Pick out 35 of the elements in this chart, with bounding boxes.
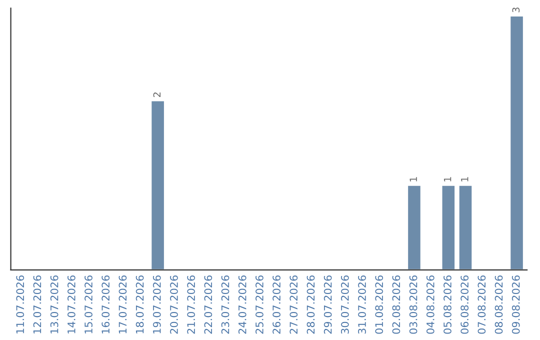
x-tick-label: 02.08.2026 <box>392 275 400 334</box>
x-tick-label: 12.07.2026 <box>33 275 42 334</box>
x-tick-label: 30.07.2026 <box>340 275 349 334</box>
x-tick-label: 31.07.2026 <box>358 275 366 334</box>
x-tick-label: 22.07.2026 <box>204 275 212 334</box>
x-tick-label: 11.07.2026 <box>16 275 24 334</box>
x-tick-label: 28.07.2026 <box>306 275 315 334</box>
data-label: 1 <box>444 177 452 182</box>
data-label: 3 <box>512 8 520 12</box>
x-tick-label: 19.07.2026 <box>152 275 161 334</box>
x-tick-label: 26.07.2026 <box>272 275 280 334</box>
data-label: 2 <box>153 92 160 98</box>
x-tick-label: 03.08.2026 <box>409 275 418 334</box>
x-tick-label: 05.08.2026 <box>444 275 452 334</box>
x-tick-label: 01.08.2026 <box>375 275 384 334</box>
x-tick-label: 14.07.2026 <box>67 275 76 334</box>
x-tick-label: 17.07.2026 <box>118 275 127 334</box>
x-tick-label: 08.08.2026 <box>494 275 503 334</box>
x-tick-label: 07.08.2026 <box>478 275 486 334</box>
data-label: 1 <box>461 177 468 182</box>
x-tick-label: 25.07.2026 <box>256 275 264 334</box>
x-tick-label: 16.07.2026 <box>102 275 110 334</box>
x-tick-label: 21.07.2026 <box>187 275 196 334</box>
x-tick-label: 23.07.2026 <box>221 275 230 334</box>
data-label: 1 <box>410 177 417 182</box>
x-tick-label: 27.07.2026 <box>290 275 298 334</box>
x-tick-label: 24.07.2026 <box>238 275 246 334</box>
x-tick-label: 09.08.2026 <box>512 275 520 334</box>
x-tick-label: 29.07.2026 <box>324 275 332 334</box>
x-tick-label: 18.07.2026 <box>136 275 144 334</box>
x-tick-label: 06.08.2026 <box>460 275 469 334</box>
x-tick-label: 20.07.2026 <box>170 275 178 334</box>
x-tick-label: 04.08.2026 <box>426 275 434 334</box>
x-tick-label: 15.07.2026 <box>84 275 92 334</box>
x-tick-label: 13.07.2026 <box>50 275 58 334</box>
